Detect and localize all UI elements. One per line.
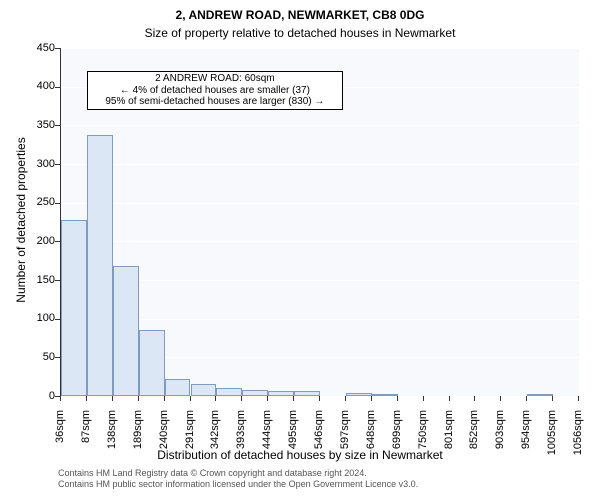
x-tick-label: 189sqm [132, 410, 144, 460]
callout-line: ← 4% of detached houses are smaller (37) [92, 85, 338, 97]
gridline [61, 396, 579, 397]
chart-title: 2, ANDREW ROAD, NEWMARKET, CB8 0DG [0, 8, 600, 22]
x-tick-label: 801sqm [443, 410, 455, 460]
y-tick-label: 350 [25, 119, 55, 131]
x-tick-mark [474, 396, 475, 401]
x-tick-mark [138, 396, 139, 401]
x-tick-mark [164, 396, 165, 401]
callout-box: 2 ANDREW ROAD: 60sqm← 4% of detached hou… [87, 71, 343, 110]
x-tick-label: 342sqm [209, 410, 221, 460]
y-tick-label: 100 [25, 312, 55, 324]
x-tick-mark [449, 396, 450, 401]
x-tick-mark [190, 396, 191, 401]
histogram-bar [61, 220, 87, 396]
y-tick-label: 150 [25, 274, 55, 286]
footer-line-1: Contains HM Land Registry data © Crown c… [58, 468, 418, 479]
gridline [61, 319, 579, 320]
histogram-bar [294, 391, 320, 396]
x-tick-mark [345, 396, 346, 401]
x-tick-label: 495sqm [287, 410, 299, 460]
y-tick-label: 200 [25, 235, 55, 247]
x-tick-label: 597sqm [339, 410, 351, 460]
y-tick-label: 450 [25, 42, 55, 54]
histogram-bar [191, 384, 217, 396]
gridline [61, 203, 579, 204]
gridline [61, 241, 579, 242]
x-tick-label: 699sqm [391, 410, 403, 460]
x-tick-label: 87sqm [80, 410, 92, 460]
x-tick-label: 291sqm [184, 410, 196, 460]
x-tick-mark [293, 396, 294, 401]
y-tick-mark [55, 125, 60, 126]
chart-subtitle: Size of property relative to detached ho… [0, 26, 600, 40]
callout-line: 2 ANDREW ROAD: 60sqm [92, 73, 338, 85]
x-tick-mark [526, 396, 527, 401]
x-tick-label: 1005sqm [546, 410, 558, 460]
gridline [61, 125, 579, 126]
attribution-footer: Contains HM Land Registry data © Crown c… [58, 468, 418, 490]
x-tick-mark [215, 396, 216, 401]
x-tick-mark [578, 396, 579, 401]
x-tick-mark [552, 396, 553, 401]
x-tick-label: 954sqm [520, 410, 532, 460]
histogram-bar [216, 388, 242, 397]
footer-line-2: Contains HM public sector information li… [58, 479, 418, 490]
x-tick-label: 444sqm [261, 410, 273, 460]
x-tick-mark [267, 396, 268, 401]
y-tick-mark [55, 357, 60, 358]
x-tick-label: 240sqm [158, 410, 170, 460]
x-tick-mark [241, 396, 242, 401]
y-tick-label: 0 [25, 390, 55, 402]
x-tick-mark [423, 396, 424, 401]
x-tick-mark [86, 396, 87, 401]
histogram-bar [139, 330, 165, 396]
y-tick-mark [55, 203, 60, 204]
y-tick-label: 50 [25, 351, 55, 363]
y-tick-mark [55, 319, 60, 320]
x-tick-label: 138sqm [106, 410, 118, 460]
y-tick-mark [55, 164, 60, 165]
x-tick-label: 36sqm [54, 410, 66, 460]
histogram-bar [346, 393, 372, 396]
histogram-bar [113, 266, 139, 396]
x-tick-label: 1056sqm [572, 410, 584, 460]
x-tick-mark [397, 396, 398, 401]
y-tick-mark [55, 48, 60, 49]
histogram-bar [372, 394, 398, 396]
x-tick-mark [60, 396, 61, 401]
y-tick-label: 400 [25, 80, 55, 92]
histogram-bar [87, 135, 113, 396]
histogram-bar [165, 379, 191, 396]
x-tick-mark [112, 396, 113, 401]
callout-line: 95% of semi-detached houses are larger (… [92, 96, 338, 108]
y-tick-mark [55, 87, 60, 88]
plot-area: 2 ANDREW ROAD: 60sqm← 4% of detached hou… [60, 48, 579, 397]
x-tick-label: 852sqm [468, 410, 480, 460]
x-tick-mark [319, 396, 320, 401]
y-tick-mark [55, 280, 60, 281]
histogram-bar [527, 394, 553, 396]
y-axis-label: Number of detached properties [14, 70, 28, 370]
gridline [61, 164, 579, 165]
gridline [61, 280, 579, 281]
x-tick-label: 648sqm [365, 410, 377, 460]
y-tick-label: 250 [25, 196, 55, 208]
chart-container: { "layout": { "width": 600, "height": 50… [0, 0, 600, 500]
gridline [61, 48, 579, 49]
x-tick-label: 750sqm [417, 410, 429, 460]
histogram-bar [242, 390, 268, 396]
y-tick-mark [55, 241, 60, 242]
x-tick-label: 546sqm [313, 410, 325, 460]
histogram-bar [268, 391, 294, 396]
x-tick-mark [500, 396, 501, 401]
x-tick-mark [371, 396, 372, 401]
x-tick-label: 903sqm [494, 410, 506, 460]
x-tick-label: 393sqm [235, 410, 247, 460]
y-tick-label: 300 [25, 158, 55, 170]
